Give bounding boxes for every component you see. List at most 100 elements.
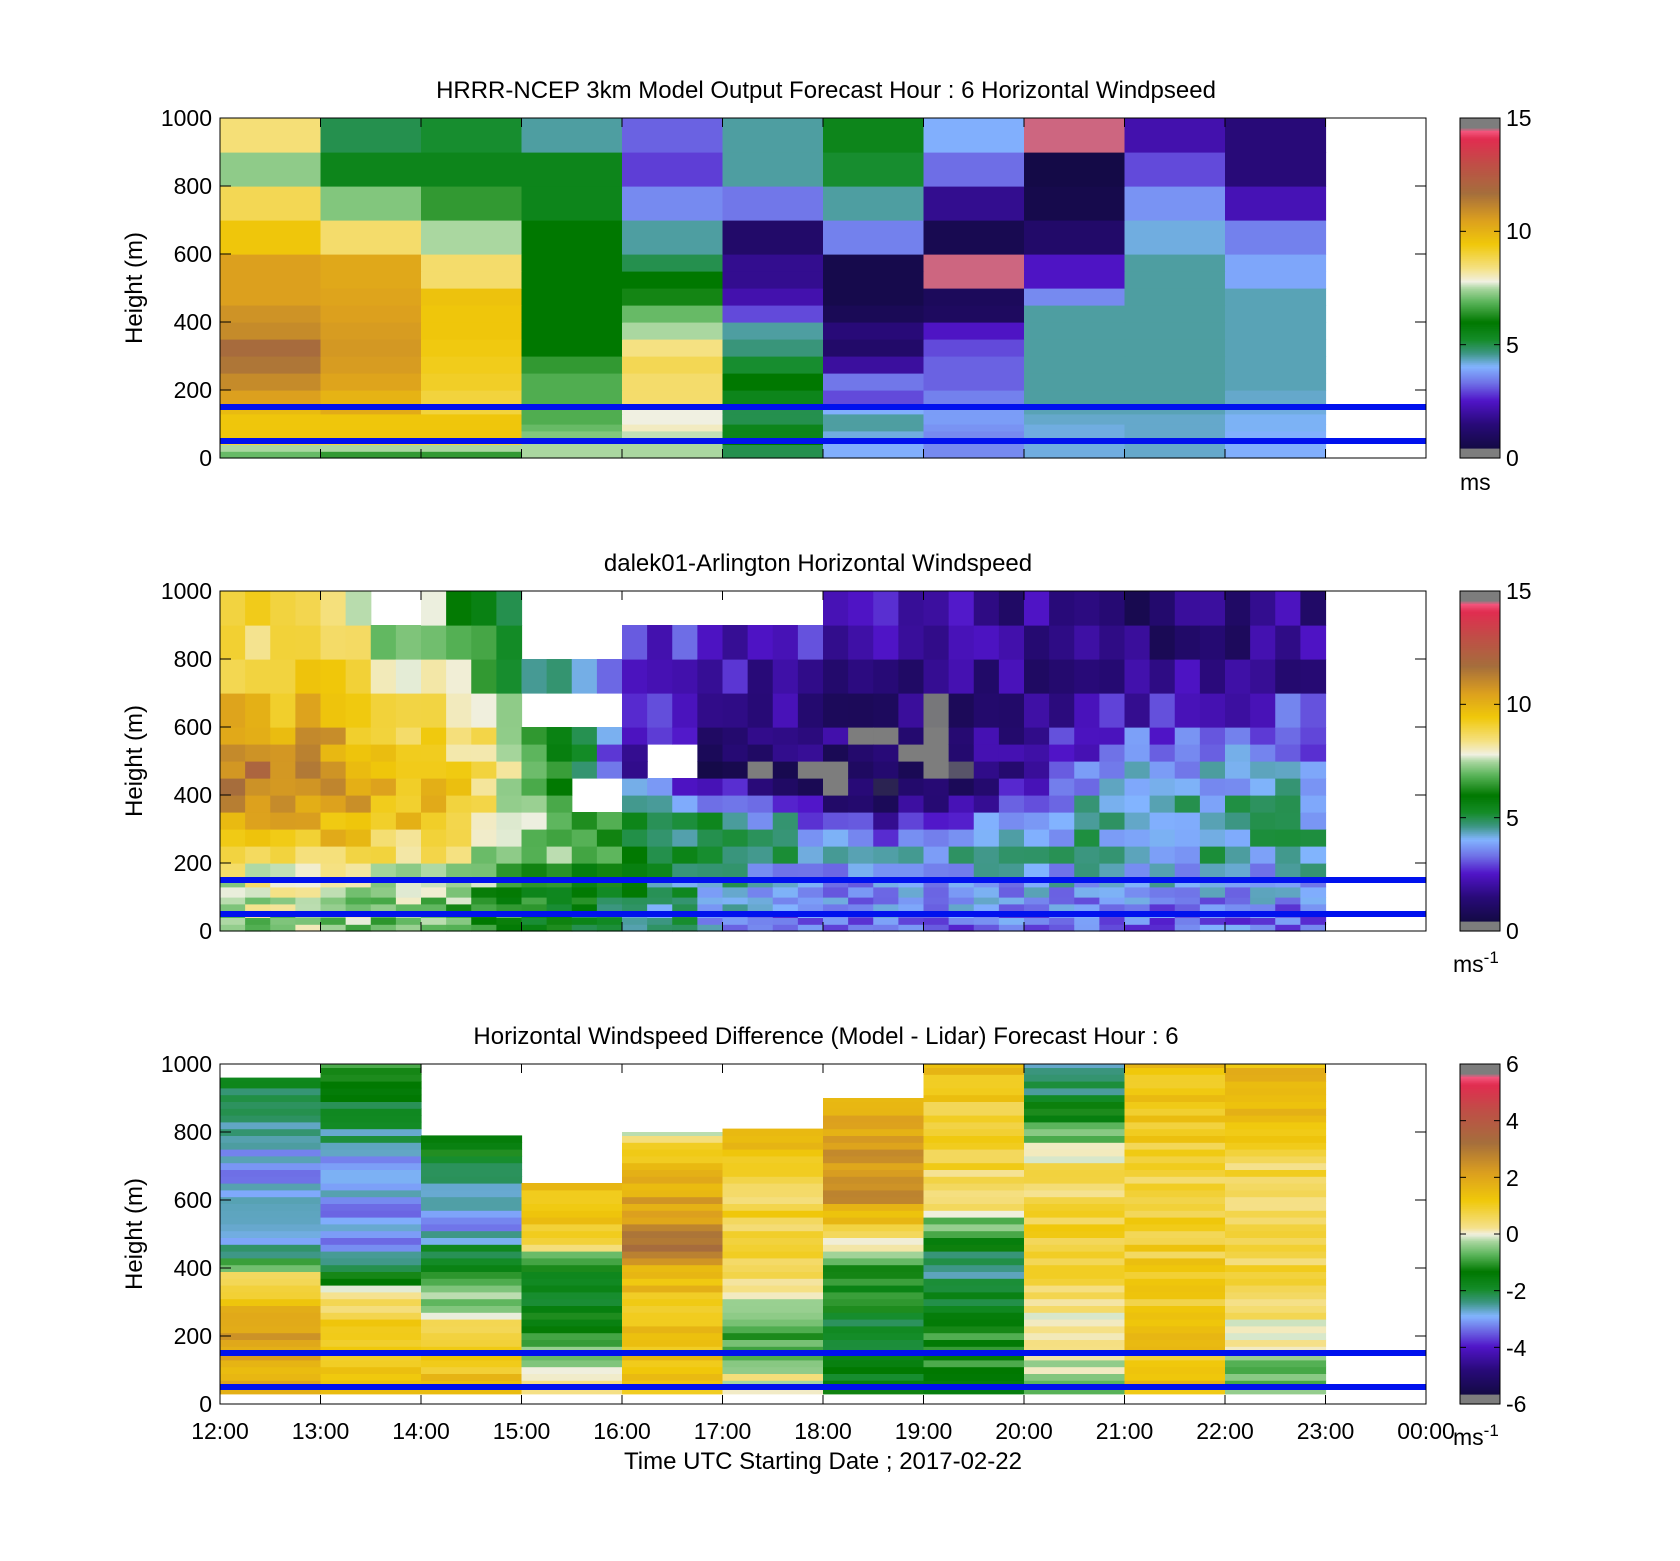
diff-cell xyxy=(220,1108,322,1116)
colorbar-swatch xyxy=(1460,889,1500,892)
lidar-cell xyxy=(873,727,899,745)
colorbar-swatch xyxy=(1460,765,1500,768)
colorbar-swatch xyxy=(1460,597,1500,600)
lidar-cell xyxy=(295,778,322,796)
lidar-cell xyxy=(923,795,950,813)
model-cell xyxy=(421,424,523,432)
diff-cell xyxy=(1024,1257,1126,1266)
colorbar-swatch xyxy=(1460,909,1500,912)
lidar-cell xyxy=(622,897,648,905)
xtick-18: 18:00 xyxy=(794,1418,852,1444)
lidar-cell xyxy=(923,778,950,796)
diff-cell xyxy=(622,1291,724,1300)
diff-cell xyxy=(823,1115,925,1123)
colorbar-swatch xyxy=(1460,1340,1500,1343)
lidar-cell xyxy=(898,924,925,932)
lidar-cell xyxy=(848,903,874,912)
colorbar-swatch xyxy=(1460,1194,1500,1197)
lidar-cell xyxy=(647,846,673,864)
lidar-cell xyxy=(1099,924,1126,932)
diff-cell xyxy=(220,1332,322,1340)
colorbar-swatch xyxy=(1460,895,1500,898)
diff-cell xyxy=(1124,1176,1226,1184)
lidar-cell xyxy=(546,886,573,898)
colorbar-swatch xyxy=(1460,124,1500,127)
diff-cell xyxy=(1124,1332,1226,1340)
lidar-cell xyxy=(848,761,874,779)
colorbar-swatch xyxy=(1460,278,1500,281)
diff-cell xyxy=(1024,1162,1126,1170)
lidar-cell xyxy=(370,829,397,847)
diff-cell xyxy=(521,1353,623,1361)
diff-cell xyxy=(1024,1271,1126,1279)
diff-cell xyxy=(220,1257,322,1266)
model-cell xyxy=(220,430,322,439)
lidar-cell xyxy=(295,659,322,694)
lidar-cell xyxy=(622,727,648,745)
colorbar-swatch xyxy=(1460,781,1500,784)
diff-cell xyxy=(1124,1366,1226,1374)
diff-cell xyxy=(1225,1325,1327,1334)
lidar-cell xyxy=(622,812,648,830)
diff-cell xyxy=(1024,1285,1126,1293)
lidar-cell xyxy=(697,812,724,830)
colorbar-swatch xyxy=(1460,242,1500,245)
lidar-cell xyxy=(797,903,824,912)
diff-cell xyxy=(1124,1271,1226,1279)
lidar-cell xyxy=(998,761,1025,779)
lidar-cell xyxy=(1199,863,1226,878)
diff-cell xyxy=(521,1278,623,1286)
diff-cell xyxy=(622,1366,724,1374)
lidar-cell xyxy=(873,917,899,925)
lidar-cell xyxy=(848,778,874,796)
diff-cell xyxy=(1024,1325,1126,1334)
lidar-cell xyxy=(1099,829,1126,847)
lidar-cell xyxy=(848,886,874,898)
lidar-cell xyxy=(521,812,548,830)
diff-cell xyxy=(220,1176,322,1184)
colorbar-swatch xyxy=(1460,917,1500,920)
colorbar-swatch xyxy=(1460,613,1500,616)
colorbar-swatch xyxy=(1460,721,1500,724)
colorbar-swatch xyxy=(1460,769,1500,772)
diff-cell xyxy=(1225,1074,1327,1082)
lidar-cell xyxy=(1124,897,1151,905)
diff-cell xyxy=(923,1064,1025,1068)
lidar-cell xyxy=(948,917,975,925)
colorbar-swatch xyxy=(1460,366,1500,369)
colorbar-swatch xyxy=(1460,180,1500,183)
colorbar-swatch xyxy=(1460,214,1500,217)
lidar-cell xyxy=(772,744,799,762)
diff-cell xyxy=(320,1237,422,1245)
colorbar-swatch xyxy=(1460,1350,1500,1353)
diff-cell xyxy=(823,1271,925,1279)
diff-cell xyxy=(1225,1359,1327,1368)
colorbar-swatch xyxy=(1460,627,1500,630)
colorbar-swatch xyxy=(1460,1228,1500,1231)
lidar-cell xyxy=(1099,903,1126,912)
xtick-13: 13:00 xyxy=(292,1418,350,1444)
colorbar-swatch xyxy=(1460,1388,1500,1391)
diff-cell xyxy=(923,1128,1025,1136)
colorbar-swatch xyxy=(1460,1136,1500,1139)
lidar-cell xyxy=(1225,625,1251,660)
colorbar-swatch xyxy=(1460,1092,1500,1095)
diff-cell xyxy=(1225,1210,1327,1218)
model-cell xyxy=(923,322,1025,340)
colorbar-swatch xyxy=(1460,184,1500,187)
lidar-cell xyxy=(823,863,849,878)
diff-cell xyxy=(220,1121,322,1130)
diff-cell xyxy=(220,1237,322,1245)
lidar-cell xyxy=(1124,693,1151,728)
model-cell xyxy=(320,220,422,255)
lidar-cell xyxy=(722,917,749,925)
model-cell xyxy=(1225,373,1327,391)
colorbar-swatch xyxy=(1460,1252,1500,1255)
colorbar-swatch xyxy=(1460,1276,1500,1279)
lidar-cell xyxy=(446,846,472,864)
colorbar-swatch xyxy=(1460,1098,1500,1101)
colorbar-swatch xyxy=(1460,118,1500,121)
colorbar-swatch xyxy=(1460,1262,1500,1265)
lidar-cell xyxy=(622,795,648,813)
colorbar-swatch xyxy=(1460,899,1500,902)
